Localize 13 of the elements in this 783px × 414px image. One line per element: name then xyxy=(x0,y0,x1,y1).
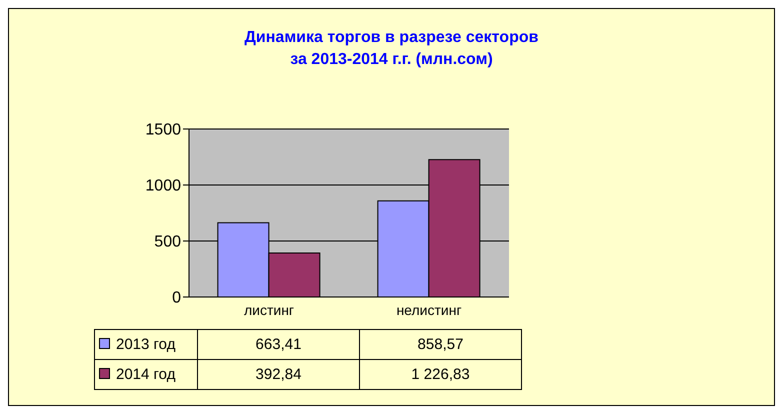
data-label: 1 226,83 xyxy=(360,360,522,390)
x-tick-label: нелистинг xyxy=(396,302,462,318)
y-tick-label: 0 xyxy=(172,290,182,307)
legend-label: 2014 год xyxy=(94,360,198,390)
x-tick-label: листинг xyxy=(244,302,294,318)
y-tick-label: 500 xyxy=(154,234,182,251)
y-tick-label: 1500 xyxy=(145,122,182,139)
data-label: 392,84 xyxy=(198,360,360,390)
data-label: 663,41 xyxy=(198,330,360,360)
data-label: 858,57 xyxy=(360,330,522,360)
legend-label: 2013 год xyxy=(94,330,198,360)
chart-title: Динамика торгов в разрезе секторов за 2013-2014 г.г. (млн.сом) xyxy=(244,28,540,70)
y-tick-label: 1000 xyxy=(145,178,182,195)
